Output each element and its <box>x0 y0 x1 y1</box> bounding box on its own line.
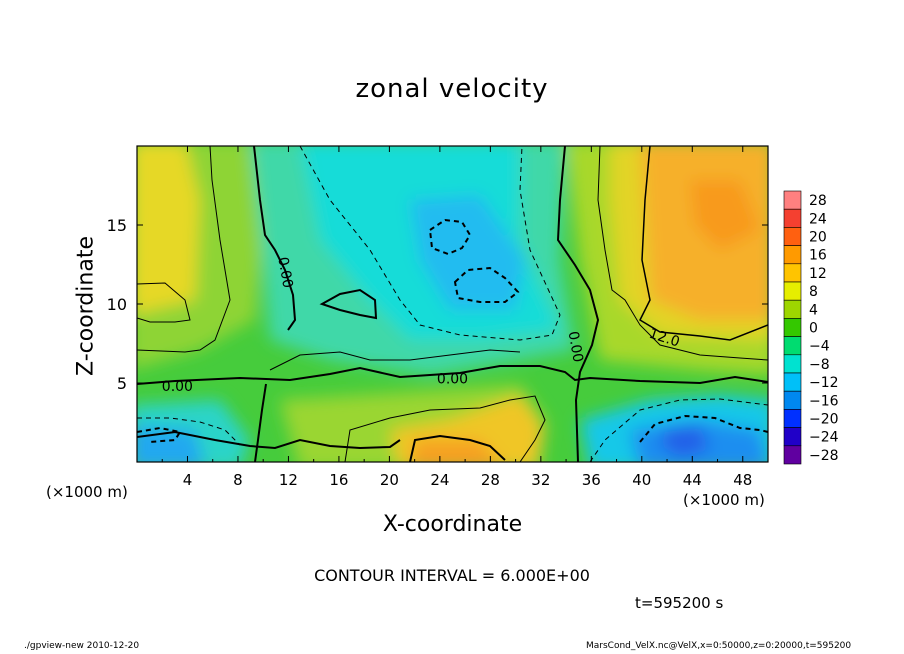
x-unit-label-left: (×1000 m) <box>46 483 128 501</box>
colorbar: 28 24 20 16 12 8 4 0 −4 −8 −12 −16 −20 −24 −28 <box>783 190 839 465</box>
colorbar-label: −4 <box>809 339 830 355</box>
contour-label: 0.00 <box>162 379 193 395</box>
colorbar-label: 0 <box>809 321 818 337</box>
contour-negative-6-central <box>299 146 561 341</box>
colorbar-swatch <box>783 299 802 319</box>
contour-zero-vertical <box>254 383 267 462</box>
colorbar-swatch <box>783 318 802 337</box>
contour-positive-6-lower <box>344 395 546 462</box>
y-tick-label: 5 <box>117 374 127 393</box>
contour-label: 0.00 <box>437 371 468 387</box>
chart-title: zonal velocity <box>355 74 549 104</box>
footer-right: MarsCond_VelX.nc@VelX,x=0:50000,z=0:2000… <box>586 641 852 651</box>
y-axis-label: Z-coordinate <box>73 236 99 376</box>
contour-label: 0.00 <box>274 256 295 289</box>
x-tick-label: 28 <box>481 471 500 489</box>
colorbar-swatch <box>783 208 802 228</box>
colorbar-swatch <box>783 354 802 374</box>
contour-zero-lower-left <box>137 430 401 450</box>
field-upper-left-core <box>137 146 200 314</box>
footer-left: ./gpview-new 2010-12-20 <box>24 641 140 651</box>
colorbar-label: 16 <box>809 248 827 264</box>
colorbar-label: 20 <box>809 230 827 246</box>
contour-positive-6-left <box>137 146 231 353</box>
field-upper-right-hot <box>690 180 760 250</box>
y-tick-label: 10 <box>107 295 127 314</box>
colorbar-label: 4 <box>809 302 818 318</box>
colorbar-swatch <box>783 281 802 301</box>
colorbar-label: −8 <box>809 357 830 373</box>
colorbar-label: 28 <box>809 193 827 209</box>
colorbar-label: −20 <box>809 412 839 428</box>
contour-positive-lower-center <box>409 434 506 462</box>
x-axis-label: X-coordinate <box>382 512 523 537</box>
colorbar-swatch <box>783 190 802 210</box>
x-tick-label: 12 <box>279 471 298 489</box>
colorbar-swatch <box>783 372 802 392</box>
colorbar-label: −12 <box>809 375 839 391</box>
colorbar-label: 24 <box>809 211 827 227</box>
time-info: t=595200 s <box>635 594 724 612</box>
x-tick-label: 48 <box>733 471 752 489</box>
contour-thin-left <box>269 349 521 371</box>
contour-label: 0.00 <box>565 330 586 363</box>
colorbar-label: 12 <box>809 266 827 282</box>
colorbar-label: −28 <box>809 448 839 464</box>
contour-negative-lower-right <box>589 398 768 462</box>
contour-zero-column-right <box>556 146 600 462</box>
contour-zero-blob <box>319 288 378 320</box>
contour-interval-text: CONTOUR INTERVAL = 6.000E+00 <box>314 566 590 585</box>
x-tick-label: 40 <box>632 471 651 489</box>
contour-lines <box>137 146 768 462</box>
colorbar-swatch <box>783 409 802 428</box>
contour-negative-lower-left <box>137 417 241 446</box>
x-tick-label: 4 <box>183 471 193 489</box>
y-tick-label: 15 <box>107 216 127 235</box>
x-unit-label-right: (×1000 m) <box>683 491 765 509</box>
colorbar-label: 8 <box>809 284 818 300</box>
colorbar-swatch <box>783 245 802 265</box>
x-tick-label: 24 <box>430 471 449 489</box>
colorbar-label: −24 <box>809 430 839 446</box>
x-tick-label: 8 <box>233 471 243 489</box>
colorbar-swatch <box>783 445 802 465</box>
colorbar-swatch <box>783 263 802 283</box>
colorbar-label: −16 <box>809 393 839 409</box>
colorbar-swatch <box>783 227 802 246</box>
y-axis: 5 10 15 <box>107 216 768 393</box>
contour-positive-12-left <box>137 282 191 323</box>
x-axis: 4 8 12 16 20 24 28 32 36 40 44 48 <box>161 146 752 489</box>
x-tick-label: 32 <box>531 471 550 489</box>
field-lower-right-deep <box>660 425 710 458</box>
contour-negative-12-lower <box>453 266 520 303</box>
colorbar-swatch <box>783 336 802 356</box>
contour-negative-12-upper <box>428 218 472 256</box>
x-tick-label: 36 <box>582 471 601 489</box>
heatmap-field: 0.00 0.000.000.00 12.0 <box>137 146 768 462</box>
contour-zero-column-left <box>253 146 297 331</box>
contour-positive-6-right <box>597 146 768 361</box>
x-tick-label: 44 <box>683 471 702 489</box>
x-tick-label: 20 <box>380 471 399 489</box>
contour-negative-12-lower-right <box>639 414 768 443</box>
contour-zero-left <box>137 365 768 385</box>
contour-positive-12-right <box>639 146 768 341</box>
colorbar-swatch <box>783 427 802 447</box>
colorbar-swatch <box>783 390 802 410</box>
x-tick-label: 16 <box>329 471 348 489</box>
field-lower-center-hot <box>411 440 499 462</box>
